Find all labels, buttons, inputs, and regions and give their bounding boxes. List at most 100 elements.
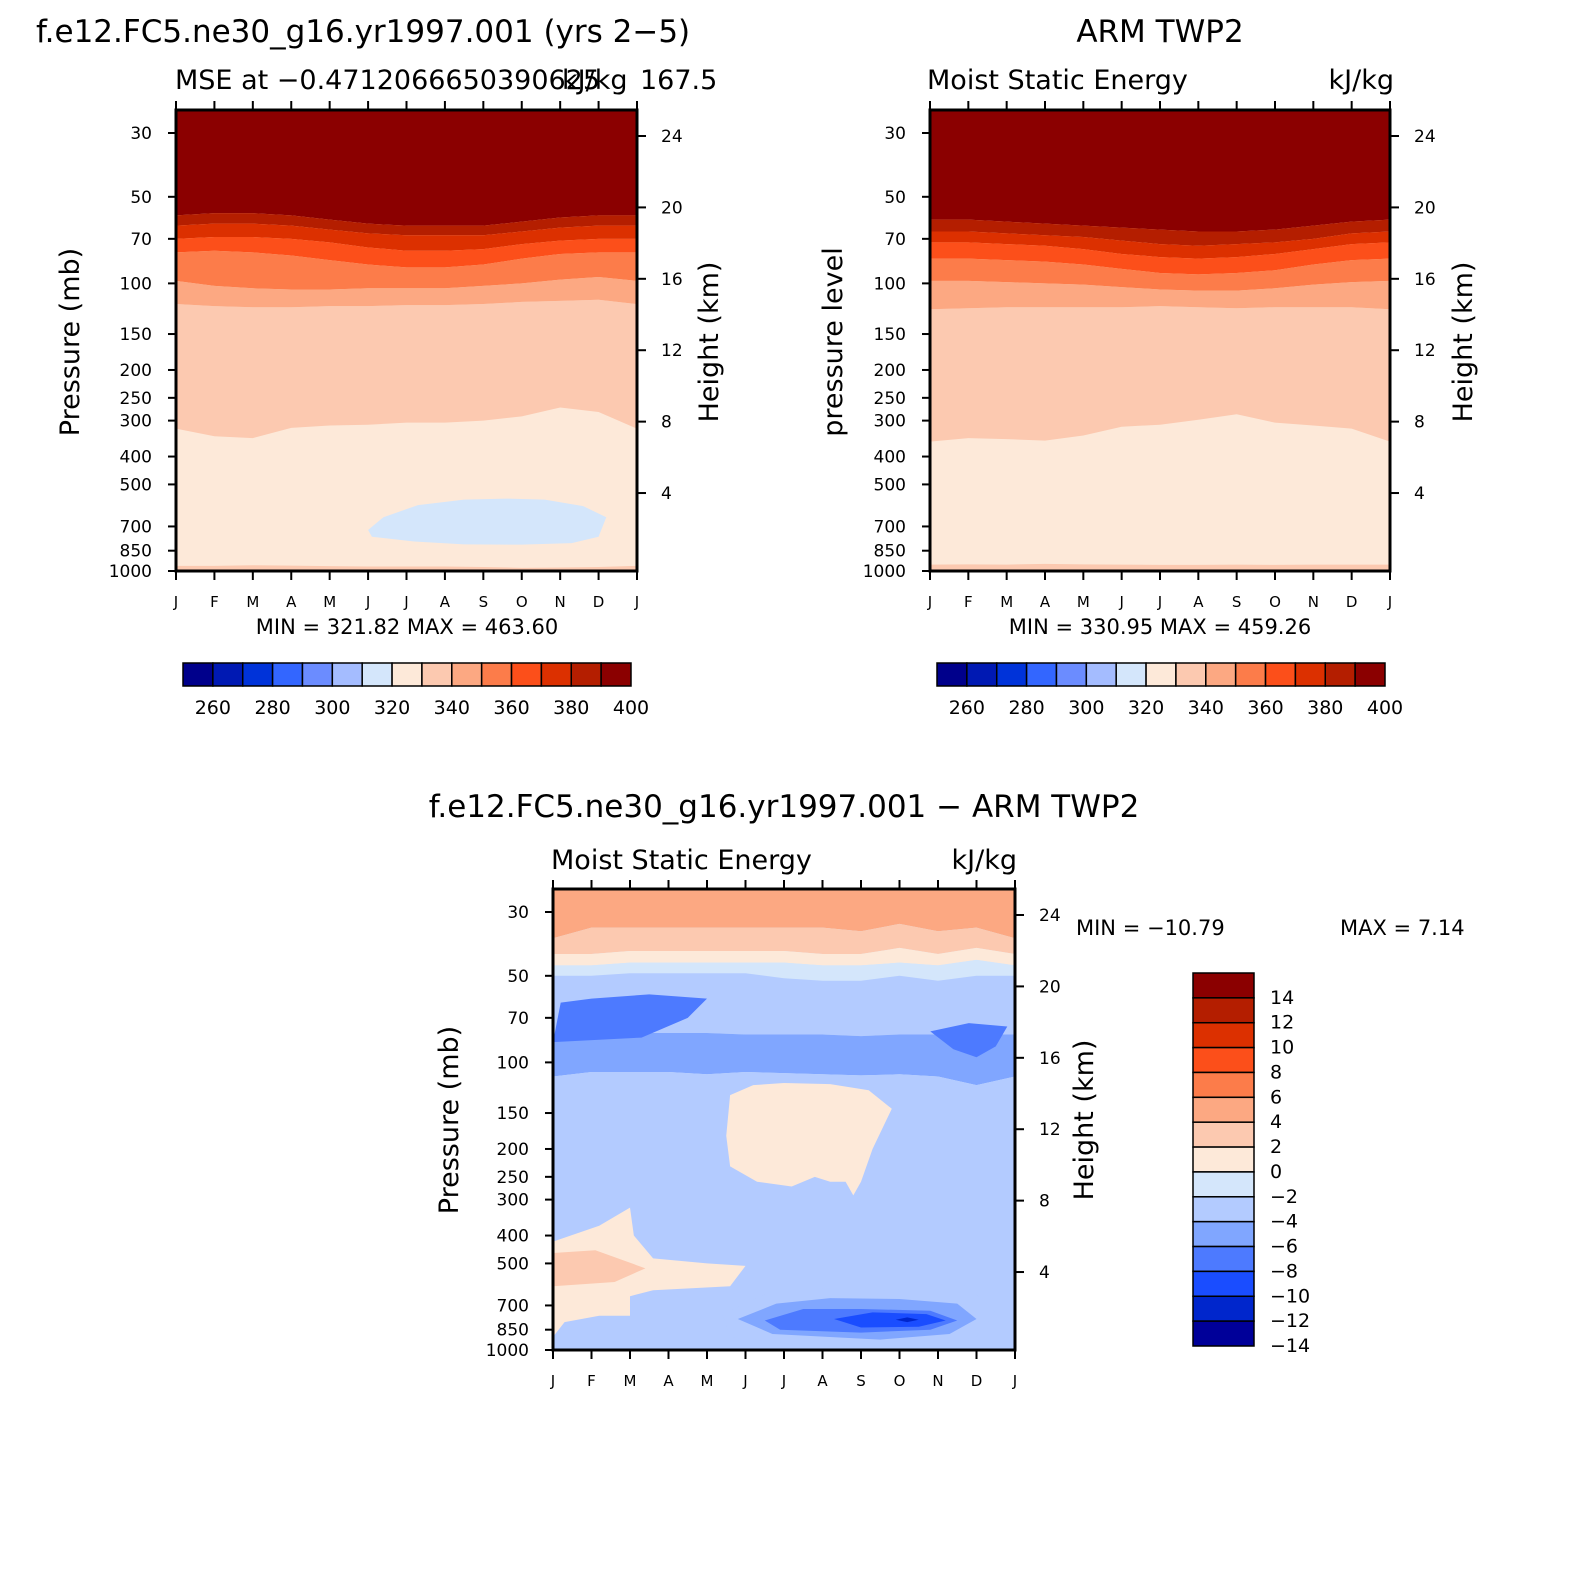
colorbar1-cell — [510, 662, 543, 687]
panel2-band — [930, 258, 1390, 291]
colorbar3-label: 0 — [1270, 1161, 1282, 1183]
panel1-right-title-overlap: 167.5 — [640, 65, 717, 96]
panel2-ylabel-tick: 500 — [874, 475, 906, 495]
panel2-xlabel: J — [927, 593, 932, 611]
colorbar2-cell — [1175, 662, 1207, 687]
colorbar3-label: 2 — [1270, 1136, 1282, 1158]
panel3-ylabel-tick: 150 — [497, 1104, 529, 1124]
colorbar1-label: 300 — [314, 697, 350, 719]
colorbar2-label: 260 — [949, 697, 985, 719]
panel1-band — [176, 250, 637, 290]
panel2-band — [930, 242, 1390, 275]
panel3-ylabel-tick: 300 — [497, 1191, 529, 1211]
panel2-right-title: kJ/kg — [1329, 65, 1394, 96]
panel3-hlabel-tick: 12 — [1039, 1120, 1061, 1140]
panel1-stats: MIN = 321.82 MAX = 463.60 — [256, 615, 558, 639]
panel1-xlabel: J — [634, 593, 639, 611]
panel3-hlabel-tick: 8 — [1039, 1192, 1050, 1212]
panel3-stats-min: MIN = −10.79 — [1076, 916, 1225, 940]
colorbar1-cell — [451, 662, 483, 687]
panel2-xlabel: A — [1040, 593, 1051, 611]
panel1-band — [176, 110, 637, 226]
colorbar2-cell — [1115, 662, 1147, 687]
panel1-xlabel: N — [555, 593, 566, 611]
panel1-ylabel-tick: 700 — [120, 517, 152, 537]
colorbar3-cell — [1192, 972, 1255, 999]
panel3-xlabel: D — [971, 1372, 983, 1390]
panel3-ylabel-tick: 850 — [497, 1321, 529, 1341]
panel3-blob-pos-low — [553, 1207, 746, 1337]
panel2-ylabel-tick: 50 — [884, 188, 906, 208]
panel1-hlabel-tick: 12 — [661, 341, 683, 361]
panel3-band — [553, 923, 1015, 955]
colorbar3-label: −10 — [1270, 1285, 1310, 1307]
panel1-hlabel-tick: 16 — [661, 270, 683, 290]
panel3-band — [553, 959, 1015, 981]
panel3-ylabel-tick: 500 — [497, 1254, 529, 1274]
colorbar1-cell — [540, 662, 573, 687]
panel3-xlabel: J — [742, 1372, 747, 1390]
colorbar3-cell — [1192, 1295, 1255, 1322]
colorbar1-label: 320 — [374, 697, 410, 719]
panel3-ylabel-tick: 200 — [497, 1140, 529, 1160]
colorbar1-cell — [301, 662, 334, 687]
panel3-blob-m8-b — [930, 1023, 1008, 1058]
colorbar1-label: 340 — [434, 697, 470, 719]
panel2-hlabel-tick: 8 — [1414, 413, 1425, 433]
colorbar2-label: 340 — [1188, 697, 1224, 719]
panel2-hlabel-tick: 16 — [1414, 270, 1436, 290]
panel3-blob-pos-low2 — [553, 1250, 646, 1287]
panel2-xlabel: A — [1193, 593, 1204, 611]
panel3-band — [553, 1032, 1015, 1086]
colorbar3-label: 4 — [1270, 1111, 1282, 1133]
panel2-xlabel: J — [1387, 593, 1392, 611]
panel2-xlabel: M — [1000, 593, 1013, 611]
colorbar1-cell — [570, 662, 602, 687]
colorbar3-label: 12 — [1270, 1012, 1294, 1034]
panel2-ylabel-tick: 400 — [874, 448, 906, 468]
panel1-xlabel: J — [365, 593, 370, 611]
colorbar3-cell — [1192, 1196, 1255, 1223]
panel3-ylabel-right: Height (km) — [1069, 1040, 1100, 1201]
colorbar2-label: 280 — [1008, 697, 1044, 719]
colorbar2-cell — [1234, 662, 1267, 687]
panel3-xlabel: M — [701, 1372, 714, 1390]
panel1-ylabel-tick: 1000 — [109, 562, 152, 582]
panel3-ylabel-tick: 50 — [507, 967, 529, 987]
panel3-hlabel-tick: 16 — [1039, 1049, 1061, 1069]
panel1-hlabel-tick: 24 — [661, 127, 683, 147]
colorbar3-label: −14 — [1270, 1335, 1310, 1357]
panel1-left-title: MSE at −0.4712066650390625 — [175, 65, 600, 96]
panel3-ylabel-tick: 250 — [497, 1168, 529, 1188]
panel1-ylabel-tick: 100 — [120, 274, 152, 294]
panel3-band — [553, 889, 1015, 939]
colorbar1-cell — [331, 662, 363, 687]
panel1-xlabel: M — [246, 593, 259, 611]
colorbar2-cell — [1294, 662, 1327, 687]
panel2-ylabel-tick: 150 — [874, 325, 906, 345]
panel2-ylabel-tick: 200 — [874, 361, 906, 381]
panel1-blob-320 — [368, 498, 607, 545]
colorbar1-label: 280 — [254, 697, 290, 719]
panel3-left-title: Moist Static Energy — [551, 845, 812, 876]
panel2-ylabel-tick: 300 — [874, 412, 906, 432]
panel2-xlabel: O — [1269, 593, 1281, 611]
panel2-ylabel-tick: 700 — [874, 517, 906, 537]
panel2-ylabel: pressure level — [818, 247, 849, 436]
panel3-ylabel-tick: 700 — [497, 1296, 529, 1316]
panel1-xlabel: J — [403, 593, 408, 611]
panel1-ylabel-tick: 200 — [120, 361, 152, 381]
panel2-hlabel-tick: 12 — [1414, 341, 1436, 361]
panel1-xlabel: F — [210, 593, 219, 611]
panel1-xlabel: S — [479, 593, 489, 611]
colorbar2-cell — [1055, 662, 1088, 687]
panel1-right-title: kJ/kg — [562, 65, 627, 96]
colorbar3-cell — [1192, 1071, 1255, 1099]
panel3-hlabel-tick: 20 — [1039, 977, 1061, 997]
panel1-xlabel: D — [593, 593, 605, 611]
panel1-ylabel-tick: 250 — [120, 389, 152, 409]
colorbar1-label: 380 — [553, 697, 589, 719]
panel3-hlabel-tick: 4 — [1039, 1263, 1050, 1283]
panel2-ylabel-tick: 250 — [874, 389, 906, 409]
panel3-xlabel: J — [781, 1372, 786, 1390]
